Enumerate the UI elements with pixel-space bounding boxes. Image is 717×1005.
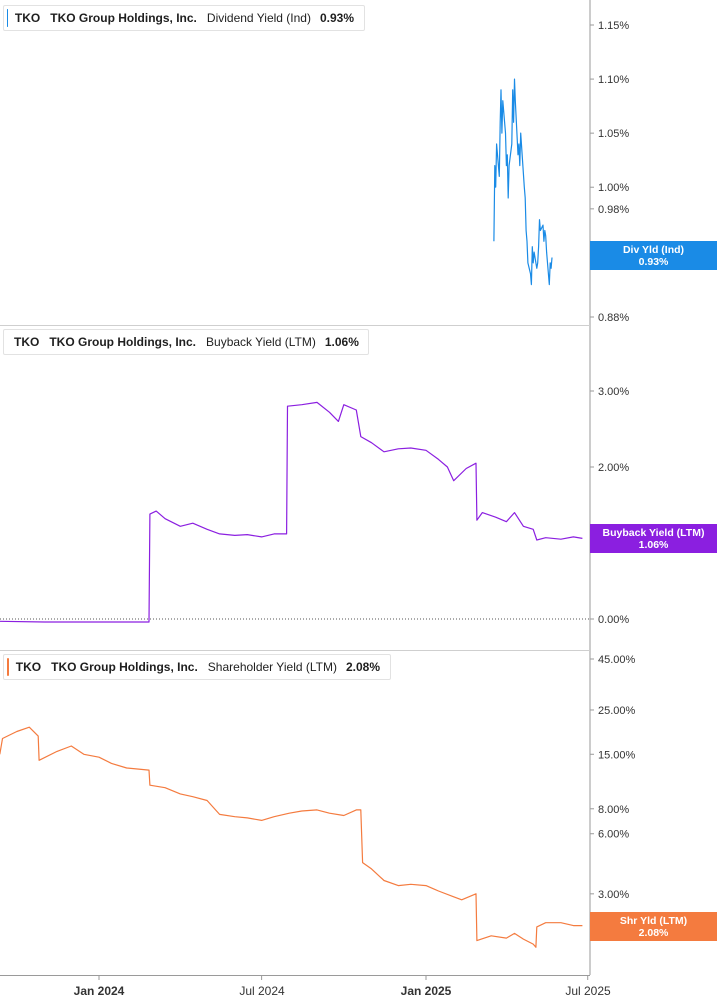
y-tick-label: 1.15% xyxy=(598,20,629,32)
legend-company: TKO Group Holdings, Inc. xyxy=(49,335,197,349)
y-tick-label: 0.88% xyxy=(598,312,629,324)
x-tick-label: Jan 2025 xyxy=(400,984,452,998)
series-line-0 xyxy=(493,78,553,286)
y-tick-label: 25.00% xyxy=(598,705,636,717)
legend-shareholder-yield: TKO TKO Group Holdings, Inc. Shareholder… xyxy=(3,654,391,680)
series-color-swatch xyxy=(7,9,8,27)
y-tick-label: 1.05% xyxy=(598,128,629,140)
value-tag-buyback-yield: Buyback Yield (LTM) 1.06% xyxy=(590,524,717,553)
series-color-swatch xyxy=(7,658,9,676)
y-tick-label: 3.00% xyxy=(598,889,629,901)
y-tick-label: 15.00% xyxy=(598,749,636,761)
value-tag-shareholder-yield: Shr Yld (LTM) 2.08% xyxy=(590,912,717,941)
legend-ticker: TKO xyxy=(14,11,41,25)
legend-company: TKO Group Holdings, Inc. xyxy=(50,11,197,25)
y-tick-label: 1.10% xyxy=(598,74,629,86)
legend-metric: Buyback Yield (LTM) xyxy=(206,335,316,349)
series-line-1 xyxy=(0,401,583,623)
value-tag-label: Div Yld (Ind) xyxy=(622,244,685,256)
y-tick-label: 1.00% xyxy=(598,182,629,194)
x-tick-label: Jul 2024 xyxy=(239,984,285,998)
legend-metric: Shareholder Yield (LTM) xyxy=(207,660,337,674)
y-tick-label: 6.00% xyxy=(598,829,629,841)
y-tick-label: 8.00% xyxy=(598,804,629,816)
legend-metric: Dividend Yield (Ind) xyxy=(206,11,311,25)
legend-dividend-yield: TKO TKO Group Holdings, Inc. Dividend Yi… xyxy=(3,5,365,31)
legend-value: 0.93% xyxy=(319,11,354,25)
y-tick-label: 45.00% xyxy=(598,654,636,666)
y-tick-label: 2.00% xyxy=(598,462,629,474)
legend-ticker: TKO xyxy=(15,660,42,674)
series-line-2 xyxy=(0,726,583,948)
legend-value: 2.08% xyxy=(345,660,380,674)
value-tag-value: 0.93% xyxy=(638,256,669,268)
y-tick-label: 3.00% xyxy=(598,386,629,398)
value-tag-label: Buyback Yield (LTM) xyxy=(602,527,705,539)
value-tag-value: 1.06% xyxy=(638,539,669,551)
x-tick-label: Jul 2025 xyxy=(565,984,611,998)
value-tag-value: 2.08% xyxy=(638,927,669,939)
value-tag-label: Shr Yld (LTM) xyxy=(619,915,688,927)
legend-value: 1.06% xyxy=(324,335,359,349)
legend-company: TKO Group Holdings, Inc. xyxy=(51,660,198,674)
legend-ticker: TKO xyxy=(14,335,40,349)
y-tick-label: 0.98% xyxy=(598,204,629,216)
y-tick-label: 0.00% xyxy=(598,614,629,626)
legend-buyback-yield: TKO TKO Group Holdings, Inc. Buyback Yie… xyxy=(3,329,369,355)
x-tick-label: Jan 2024 xyxy=(73,984,125,998)
value-tag-dividend-yield: Div Yld (Ind) 0.93% xyxy=(590,241,717,270)
